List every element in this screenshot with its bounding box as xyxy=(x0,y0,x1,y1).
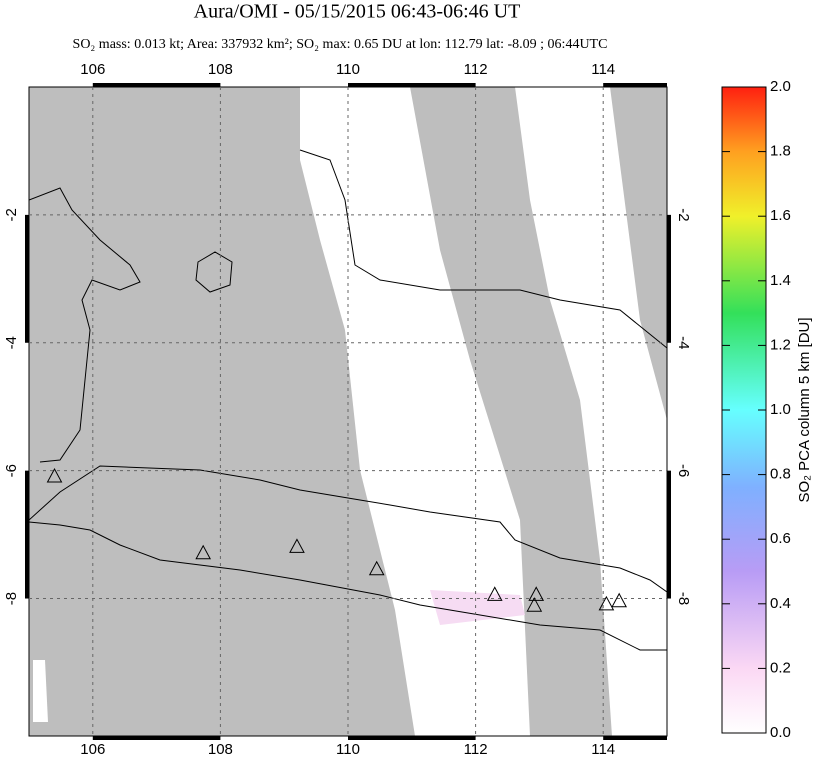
colorbar-tick-label: 0.2 xyxy=(770,659,791,676)
x-tick-label: 108 xyxy=(208,741,233,758)
x-tick-label: 106 xyxy=(80,61,105,78)
x-tick-label: 114 xyxy=(591,741,615,758)
y-tick-label: -6 xyxy=(3,464,20,477)
colorbar-tick-label: 1.6 xyxy=(770,207,791,224)
frame-bar xyxy=(603,736,667,740)
frame-bar xyxy=(667,214,671,343)
y-tick-label: -6 xyxy=(675,464,692,477)
frame-bar xyxy=(667,470,671,599)
frame-bar xyxy=(603,83,667,87)
colorbar-tick-label: 1.2 xyxy=(770,336,791,353)
volcano xyxy=(598,595,615,611)
volcano xyxy=(195,544,212,560)
colorbar-tick-label: 0.0 xyxy=(770,724,791,741)
y-tick-label: -2 xyxy=(675,208,692,221)
colorbar-tick-label: 1.4 xyxy=(770,272,791,289)
x-tick-label: 110 xyxy=(336,61,360,78)
subtitle: SO₂ mass: 0.013 kt; Area: 337932 km²; SO… xyxy=(73,37,608,52)
x-tick-label: 114 xyxy=(591,61,615,78)
y-tick-label: -4 xyxy=(3,336,20,349)
x-tick-label: 108 xyxy=(208,61,233,78)
volcano xyxy=(289,538,305,553)
y-tick-label: -4 xyxy=(675,336,692,349)
y-tick-label: -8 xyxy=(3,592,20,605)
swath xyxy=(515,87,667,736)
frame-bar xyxy=(25,470,29,599)
volcano xyxy=(46,467,63,483)
colorbar-tick-label: 0.4 xyxy=(770,595,791,612)
frame-bar xyxy=(348,736,476,740)
frame-bar xyxy=(348,83,476,87)
y-tick-label: -8 xyxy=(675,592,692,605)
y-tick-label: -2 xyxy=(3,208,20,221)
colorbar-tick-label: 0.6 xyxy=(770,530,791,547)
swath xyxy=(33,660,48,722)
colorbar-tick-label: 1.0 xyxy=(770,401,791,418)
x-tick-label: 106 xyxy=(80,741,105,758)
x-tick-label: 112 xyxy=(464,61,488,78)
frame-bar xyxy=(92,736,221,740)
volcano xyxy=(611,592,627,608)
volcano xyxy=(526,597,543,612)
volcano xyxy=(528,586,545,601)
volcano xyxy=(486,586,503,601)
title: Aura/OMI - 05/15/2015 06:43-06:46 UT xyxy=(194,1,521,23)
coastlines xyxy=(29,149,667,651)
x-tick-label: 110 xyxy=(336,741,360,758)
colorbar-label: SO₂ PCA column 5 km [DU] xyxy=(796,317,813,502)
frame-bar xyxy=(92,83,221,87)
swath xyxy=(300,87,530,736)
x-tick-label: 112 xyxy=(464,741,488,758)
colorbar-tick-label: 0.8 xyxy=(770,466,791,483)
colorbar-tick-label: 2.0 xyxy=(770,78,791,95)
frame-bar xyxy=(25,214,29,343)
colorbar-tick-label: 1.8 xyxy=(770,143,791,160)
volcano xyxy=(368,560,385,576)
